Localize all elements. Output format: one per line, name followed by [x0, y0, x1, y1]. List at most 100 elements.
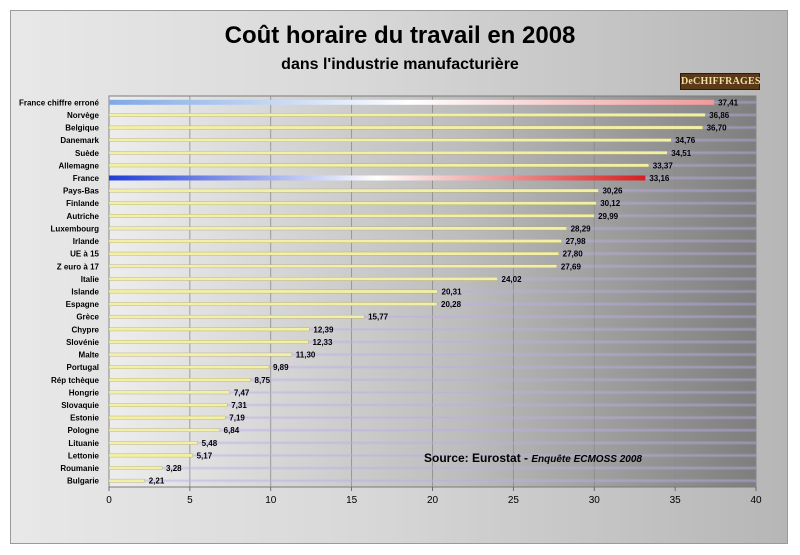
value-label: 33,16 — [649, 174, 670, 183]
category-label: Bulgarie — [67, 477, 100, 486]
x-tick-label: 5 — [187, 495, 193, 506]
value-label: 24,02 — [502, 275, 523, 284]
x-axis: 0 5 10 15 20 25 30 35 40 — [106, 487, 762, 506]
row-band — [109, 364, 756, 370]
row-band — [109, 314, 756, 319]
bar-row: Lituanie 5,48 — [68, 439, 756, 448]
chart-title: Coût horaire du travail en 2008 — [224, 22, 576, 49]
bar-row: Danemark 34,76 — [60, 136, 756, 145]
bar-row: Irlande 27,98 — [73, 237, 756, 246]
bar-row: Norvège 36,86 — [67, 111, 756, 120]
bar-row: Slovaquie 7,31 — [61, 401, 756, 410]
value-label: 27,98 — [566, 237, 587, 246]
bar — [108, 378, 251, 382]
category-label: Norvège — [67, 111, 100, 120]
x-tick-label: 25 — [508, 495, 520, 506]
value-label: 37,41 — [718, 98, 739, 107]
x-tick-label: 40 — [750, 495, 762, 506]
x-tick-label: 0 — [106, 495, 112, 506]
value-label: 34,76 — [675, 136, 696, 145]
source-detail: Enquête ECMOSS 2008 — [531, 454, 642, 465]
row-band — [109, 428, 756, 433]
bar — [108, 314, 365, 319]
bar-row: Allemagne 33,37 — [59, 161, 756, 170]
bar-row: France 33,16 — [73, 174, 756, 183]
bar-row: Z euro à 17 27,69 — [57, 262, 756, 271]
bar-row: Hongrie 7,47 — [69, 388, 756, 397]
value-label: 7,19 — [229, 414, 245, 423]
category-label: Chypre — [71, 325, 99, 334]
value-label: 12,33 — [312, 338, 333, 347]
value-label: 20,31 — [442, 288, 463, 297]
bar — [108, 441, 198, 445]
value-label: 8,75 — [255, 376, 271, 385]
bar — [108, 188, 599, 193]
value-label: 11,30 — [296, 351, 316, 360]
bar — [108, 138, 672, 142]
bar — [108, 415, 226, 420]
row-band — [109, 377, 756, 382]
decchiffrages-logo: DeCHIFFRAGES — [680, 73, 760, 90]
x-tick-label: 20 — [427, 495, 439, 506]
bar-row: Espagne 20,28 — [66, 300, 756, 309]
x-tick-label: 15 — [346, 495, 358, 506]
category-label: Autriche — [67, 212, 100, 221]
value-label: 33,37 — [653, 161, 674, 170]
bar-row: Roumanie 3,28 — [60, 464, 756, 473]
value-label: 27,80 — [563, 250, 584, 259]
bar — [108, 390, 230, 395]
bar-row: Luxembourg 28,29 — [51, 224, 756, 233]
bar — [108, 428, 220, 432]
category-label: Allemagne — [59, 161, 100, 170]
bars: France chiffre erroné 37,41 Norvège 36,86 Be… — [19, 98, 756, 486]
value-label: 12,39 — [313, 325, 334, 334]
row-band — [109, 402, 756, 408]
bar — [108, 352, 292, 357]
bar — [108, 214, 595, 218]
category-label: Lettonie — [68, 451, 100, 460]
category-label: Z euro à 17 — [57, 262, 100, 271]
bar — [108, 264, 558, 269]
bar-row: Chypre 12,39 — [71, 325, 756, 334]
category-label: Pays-Bas — [63, 187, 100, 196]
bar-row: Finlande 30,12 — [66, 199, 756, 208]
value-label: 27,69 — [561, 262, 582, 271]
value-label: 28,29 — [571, 224, 592, 233]
category-label: Finlande — [66, 199, 99, 208]
category-label: France — [73, 174, 100, 183]
source-note: Source: Eurostat - Enquête ECMOSS 2008 — [424, 451, 642, 465]
bar — [108, 277, 498, 281]
value-label: 3,28 — [166, 464, 182, 473]
category-label: Danemark — [60, 136, 99, 145]
category-label: Rép tchèque — [51, 376, 100, 385]
value-label: 36,86 — [709, 111, 730, 120]
value-label: 6,84 — [224, 426, 240, 435]
bar — [108, 113, 706, 117]
category-label: Roumanie — [60, 464, 99, 473]
row-band — [109, 415, 756, 420]
bar — [108, 466, 163, 470]
category-label: Espagne — [66, 300, 100, 309]
bar — [109, 175, 646, 181]
row-band — [109, 478, 756, 483]
category-label: Italie — [81, 275, 100, 284]
bar — [109, 99, 715, 105]
row-band — [109, 339, 756, 345]
value-label: 20,28 — [441, 300, 462, 309]
bar — [108, 201, 597, 205]
bar — [108, 453, 193, 458]
category-label: Slovaquie — [61, 401, 99, 410]
source-label: Source: Eurostat - — [424, 451, 532, 465]
chart-subtitle: dans l'industrie manufacturière — [281, 56, 519, 73]
x-tick-label: 30 — [589, 495, 601, 506]
value-label: 2,21 — [149, 477, 165, 486]
value-label: 34,51 — [671, 149, 692, 158]
bar — [108, 302, 438, 306]
bar — [108, 251, 559, 256]
bar-row: Grèce 15,77 — [76, 313, 756, 322]
category-label: Suède — [75, 149, 100, 158]
row-band — [109, 465, 756, 471]
value-label: 5,48 — [202, 439, 218, 448]
bar — [108, 327, 310, 332]
